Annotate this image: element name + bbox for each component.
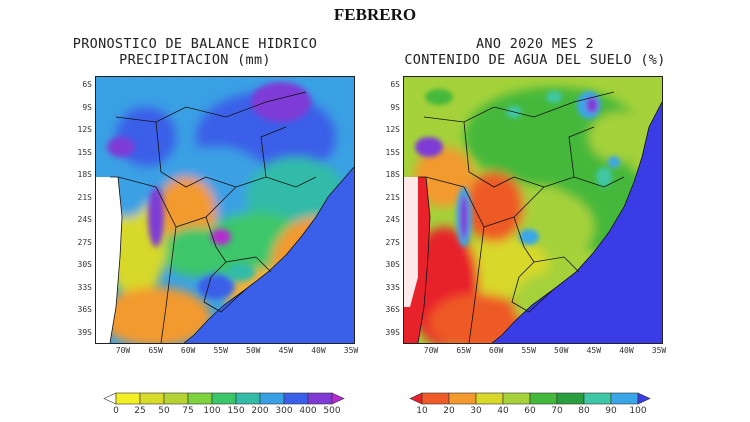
lat-tick-label: 33S — [385, 282, 400, 292]
lon-tick-label: 40W — [311, 346, 326, 355]
colorbar-segment — [235, 392, 261, 405]
lon-tick-label: 70W — [423, 346, 439, 355]
lon-tick-label: 40W — [619, 346, 634, 355]
colorbar-label: 50 — [158, 406, 170, 416]
soil-borders — [417, 91, 662, 343]
colorbar-label: 80 — [578, 406, 590, 416]
colorbar-segment — [307, 392, 333, 405]
lat-tick-label: 18S — [385, 170, 400, 180]
colorbar-segment — [259, 392, 285, 405]
lat-tick-label: 39S — [77, 328, 92, 337]
lat-tick-label: 27S — [385, 237, 400, 247]
colorbar-label: 200 — [251, 406, 269, 416]
lon-tick-label: 60W — [180, 346, 196, 355]
lat-tick-label: 30S — [77, 260, 92, 270]
lon-tick-label: 65W — [148, 346, 163, 355]
colorbar-segment — [502, 392, 531, 405]
lon-tick-label: 60W — [488, 346, 504, 355]
lon-tick-label: 45W — [586, 346, 602, 355]
soil-field — [404, 77, 662, 343]
colorbar-segment — [283, 392, 309, 405]
soil-title-line2: CONTENIDO DE AGUA DEL SUELO (%) — [404, 52, 666, 68]
lat-tick-label: 9S — [82, 102, 92, 112]
lon-tick-label: 35W — [343, 346, 359, 355]
precip-colorbar — [103, 392, 345, 405]
lon-tick-label: 65W — [456, 346, 471, 355]
colorbar-label: 300 — [275, 406, 293, 416]
lon-tick-label: 45W — [278, 346, 294, 355]
precip-map-title: PRONOSTICO DE BALANCE HIDRICO PRECIPITAC… — [45, 36, 345, 68]
colorbar-segment — [529, 392, 558, 405]
colorbar-segment — [139, 392, 165, 405]
soil-colorbar — [409, 392, 651, 405]
soil-map-title: ANO 2020 MES 2 CONTENIDO DE AGUA DEL SUE… — [385, 36, 685, 68]
lat-tick-label: 21S — [77, 192, 92, 202]
lat-tick-label: 36S — [385, 305, 400, 315]
colorbar-over-triangle — [637, 392, 651, 405]
colorbar-label: 20 — [443, 406, 455, 416]
colorbar-label: 10 — [416, 406, 428, 416]
lat-tick-label: 33S — [77, 282, 92, 292]
lat-tick-label: 21S — [385, 192, 400, 202]
lat-tick-label: 6S — [82, 80, 92, 89]
colorbar-segment — [421, 392, 450, 405]
colorbar-label: 90 — [605, 406, 617, 416]
lat-tick-label: 36S — [77, 305, 92, 315]
colorbar-label: 30 — [470, 406, 482, 416]
colorbar-segment — [583, 392, 612, 405]
precip-title-line1: PRONOSTICO DE BALANCE HIDRICO — [72, 36, 318, 52]
lon-tick-label: 50W — [554, 346, 569, 355]
page-title: FEBRERO — [333, 5, 417, 24]
colorbar-segment — [448, 392, 477, 405]
lon-tick-label: 55W — [213, 346, 228, 355]
lat-tick-label: 18S — [77, 170, 92, 180]
lat-tick-label: 9S — [390, 102, 400, 112]
colorbar-segment — [187, 392, 213, 405]
colorbar-label: 40 — [497, 406, 509, 416]
lat-tick-label: 24S — [77, 215, 92, 225]
precip-borders — [109, 91, 354, 343]
colorbar-segment — [556, 392, 585, 405]
lon-tick-label: 35W — [651, 346, 667, 355]
colorbar-segment — [163, 392, 189, 405]
lat-tick-label: 15S — [385, 147, 400, 157]
colorbar-label: 70 — [551, 406, 563, 416]
lat-tick-label: 6S — [390, 80, 400, 89]
colorbar-segment — [211, 392, 237, 405]
lat-tick-label: 15S — [77, 147, 92, 157]
colorbar-label: 400 — [299, 406, 317, 416]
lat-tick-label: 39S — [385, 328, 400, 337]
soil-title-line1: ANO 2020 MES 2 — [476, 36, 594, 52]
colorbar-over-triangle — [331, 392, 345, 405]
lon-tick-label: 55W — [521, 346, 536, 355]
lon-tick-label: 70W — [115, 346, 131, 355]
lat-tick-label: 24S — [385, 215, 400, 225]
precipitation-map — [95, 76, 355, 344]
lat-tick-label: 12S — [77, 125, 92, 135]
colorbar-label: 25 — [134, 406, 146, 416]
colorbar-label: 150 — [227, 406, 245, 416]
lat-tick-label: 30S — [385, 260, 400, 270]
lon-tick-label: 50W — [246, 346, 261, 355]
colorbar-segment — [610, 392, 639, 405]
colorbar-label: 75 — [182, 406, 194, 416]
colorbar-under-triangle — [409, 392, 423, 405]
colorbar-label: 500 — [323, 406, 341, 416]
colorbar-segment — [475, 392, 504, 405]
lat-tick-label: 12S — [385, 125, 400, 135]
colorbar-segment — [115, 392, 141, 405]
lat-tick-label: 27S — [77, 237, 92, 247]
precip-title-line2: PRECIPITACION (mm) — [119, 52, 271, 68]
colorbar-label: 100 — [629, 406, 647, 416]
colorbar-under-triangle — [103, 392, 117, 405]
colorbar-label: 100 — [203, 406, 221, 416]
soil-moisture-map — [403, 76, 663, 344]
colorbar-label: 60 — [524, 406, 536, 416]
colorbar-label: 0 — [113, 406, 119, 416]
